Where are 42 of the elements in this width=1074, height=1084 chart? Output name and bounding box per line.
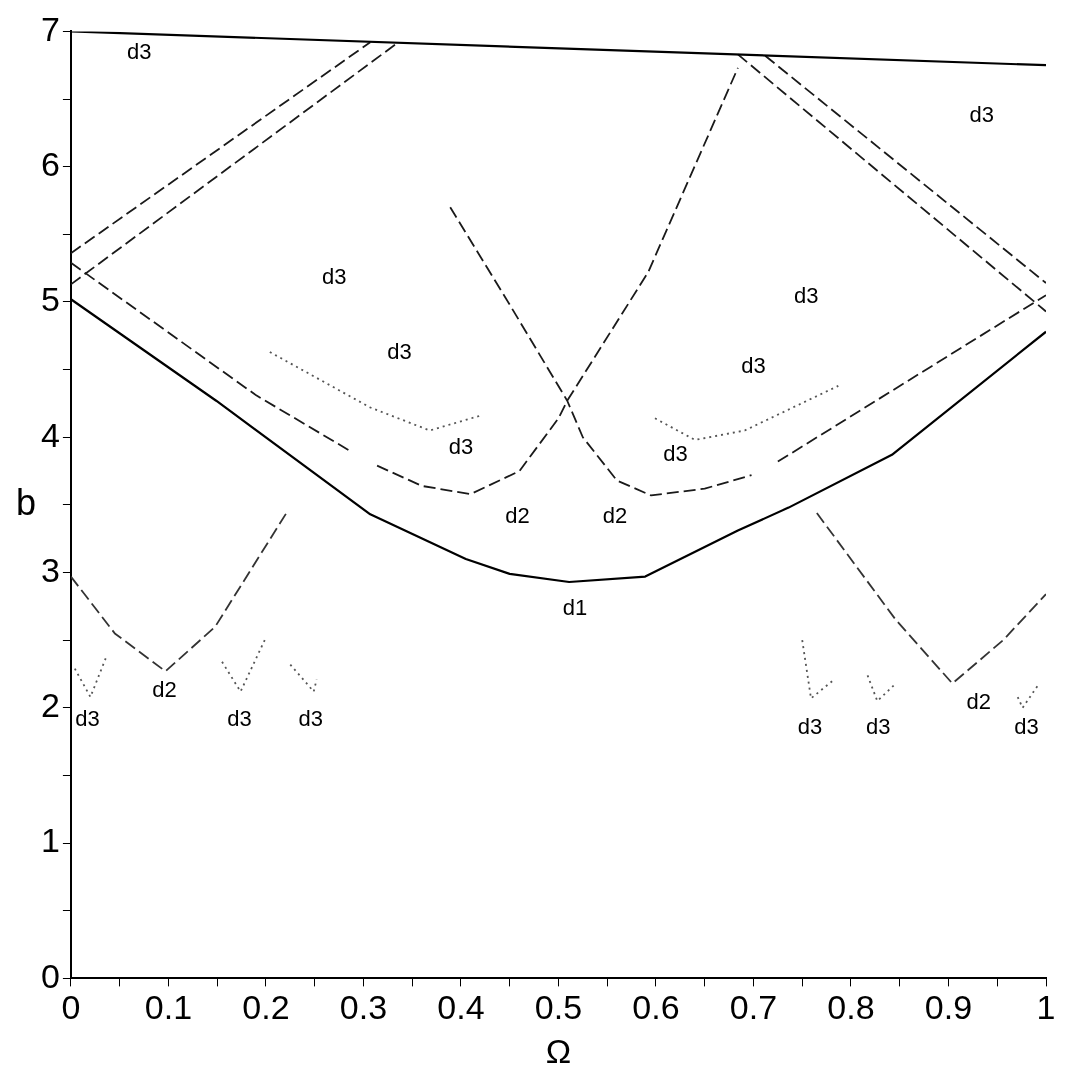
x-tick-label: 0.6 xyxy=(632,988,680,1027)
y-tick-label: 3 xyxy=(40,550,60,589)
y-tick-label: 0 xyxy=(40,956,60,995)
line-series xyxy=(654,384,840,441)
y-tick-label: 5 xyxy=(40,280,60,319)
annotation: d3 xyxy=(1014,714,1039,740)
x-tick-label: 1 xyxy=(1036,988,1056,1027)
line-series xyxy=(815,512,1046,685)
annotation: d3 xyxy=(969,101,994,127)
x-tick-label: 0.5 xyxy=(534,988,583,1027)
y-tick-label: 6 xyxy=(40,145,60,184)
annotation: d3 xyxy=(448,434,474,460)
annotation: d3 xyxy=(227,705,252,731)
annotation: d3 xyxy=(75,705,100,731)
annotation: d3 xyxy=(797,714,823,740)
annotation: d2 xyxy=(152,676,177,702)
x-tick-label: 0.4 xyxy=(437,988,485,1027)
y-tick-label: 4 xyxy=(40,415,60,454)
annotation: d2 xyxy=(505,503,530,529)
y-tick-label: 2 xyxy=(40,686,60,725)
x-axis-title: Ω xyxy=(545,1031,572,1070)
y-tick-label: 7 xyxy=(40,9,60,48)
annotation: d3 xyxy=(126,39,152,65)
y-tick-label: 1 xyxy=(40,821,60,860)
annotation: d3 xyxy=(866,714,891,740)
x-tick-label: 0.2 xyxy=(242,988,290,1027)
line-series xyxy=(70,512,288,673)
x-tick-label: 0.1 xyxy=(144,988,193,1027)
annotation: d1 xyxy=(562,595,588,621)
annotation: d3 xyxy=(298,705,324,731)
annotation: d3 xyxy=(793,282,819,308)
x-tick-label: 0.3 xyxy=(339,988,388,1027)
annotation: d2 xyxy=(602,503,628,529)
x-tick-label: 0.8 xyxy=(827,988,875,1027)
annotation: d3 xyxy=(741,352,766,378)
x-tick-label: 0.7 xyxy=(729,988,778,1027)
annotation: d3 xyxy=(321,263,347,289)
annotation: d3 xyxy=(387,339,412,365)
annotation: d2 xyxy=(966,688,991,714)
y-axis-title: b xyxy=(15,481,37,523)
x-tick-label: 0.9 xyxy=(924,988,973,1027)
annotation: d3 xyxy=(663,440,688,466)
